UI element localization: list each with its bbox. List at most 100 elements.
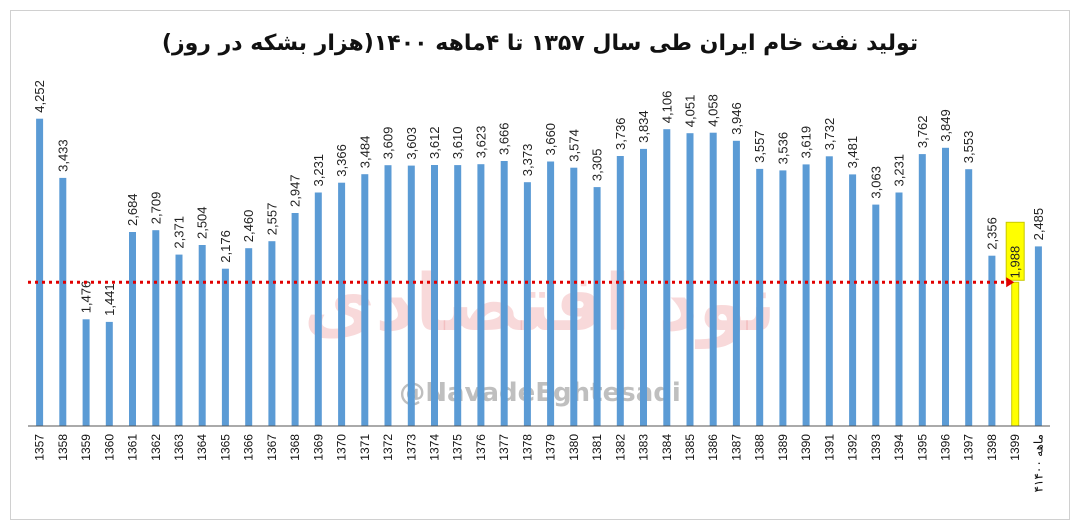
tick-label-10: 1367 [265, 434, 279, 461]
value-label-1393: 3,063 [868, 166, 883, 199]
bar-1381 [593, 187, 601, 426]
value-label-1395: 3,762 [915, 116, 930, 149]
tick-label-32: 1389 [776, 434, 790, 461]
value-label-1382: 3,736 [613, 117, 628, 150]
tick-label-25: 1382 [613, 434, 627, 461]
tick-label-40: 1397 [962, 434, 976, 461]
bar-1357 [36, 118, 44, 426]
bar-1388 [756, 168, 764, 426]
watermark-logo: نود اقتصادی [304, 259, 777, 349]
bar-1375 [454, 165, 462, 426]
tick-label-27: 1384 [660, 434, 674, 461]
bar-1363 [175, 254, 183, 426]
bar-1384 [663, 129, 671, 426]
bar-1382 [616, 156, 624, 426]
tick-label-15: 1372 [381, 434, 395, 461]
bar-1383 [640, 148, 647, 426]
tick-label-33: 1390 [799, 434, 813, 461]
tick-label-36: 1393 [869, 434, 883, 461]
value-label-1364: 2,504 [195, 206, 210, 239]
tick-label-43: ۴ماهه ۱۴۰۰ [1031, 434, 1045, 492]
tick-label-18: 1375 [451, 434, 465, 461]
value-label-1386: 4,058 [706, 94, 721, 127]
value-label-1373: 3,603 [404, 127, 419, 160]
tick-label-3: 1360 [102, 434, 116, 461]
bar-1393 [872, 204, 880, 426]
bar-1374 [431, 165, 438, 426]
tick-label-14: 1371 [358, 434, 372, 461]
value-label-۴ماهه ۱۴۰۰: 2,485 [1031, 208, 1046, 241]
value-label-1375: 3,610 [450, 127, 465, 160]
value-label-1371: 3,484 [357, 136, 372, 169]
bar-1360 [105, 321, 113, 426]
bar-1361 [129, 232, 136, 426]
tick-label-8: 1365 [218, 434, 232, 461]
bar-1378 [523, 182, 531, 426]
value-label-1357: 4,252 [32, 80, 47, 113]
bar-1362 [152, 230, 160, 426]
tick-label-20: 1377 [497, 434, 511, 461]
value-label-1363: 2,371 [172, 216, 187, 249]
reference-arrow-head [1006, 277, 1015, 288]
value-label-1372: 3,609 [381, 127, 396, 160]
value-label-1389: 3,536 [775, 132, 790, 165]
value-label-1399: 1,988 [1008, 246, 1023, 279]
value-label-1367: 2,557 [264, 203, 279, 236]
bar-1396 [942, 147, 949, 427]
tick-label-2: 1359 [79, 434, 93, 461]
value-label-1376: 3,623 [473, 126, 488, 159]
tick-label-38: 1395 [915, 434, 929, 461]
value-label-1374: 3,612 [427, 126, 442, 159]
value-label-1379: 3,660 [543, 123, 558, 156]
bar-1367 [268, 241, 276, 426]
tick-label-37: 1394 [892, 434, 906, 461]
tick-label-35: 1392 [846, 434, 860, 461]
value-label-1392: 3,481 [845, 136, 860, 169]
tick-label-26: 1383 [637, 434, 651, 461]
bar-1370 [338, 182, 346, 426]
bar-1395 [918, 154, 926, 426]
value-label-1366: 2,460 [241, 210, 256, 243]
tick-label-24: 1381 [590, 434, 604, 461]
bar-1391 [825, 156, 833, 427]
tick-label-29: 1386 [706, 434, 720, 461]
bar-1359 [82, 319, 90, 426]
bar-1390 [802, 164, 810, 426]
highlight-label-box [1005, 221, 1025, 281]
bar-1358 [59, 177, 67, 426]
bar-1364 [198, 245, 206, 426]
bar-1366 [245, 248, 253, 426]
value-label-1390: 3,619 [799, 126, 814, 159]
chart-frame [10, 10, 1070, 520]
bar-1377 [500, 161, 508, 426]
bar-1379 [547, 161, 555, 426]
value-label-1394: 3,231 [892, 154, 907, 187]
value-label-1369: 3,231 [311, 154, 326, 187]
value-label-1365: 2,176 [218, 230, 233, 263]
tick-label-23: 1380 [567, 434, 581, 461]
value-label-1370: 3,366 [334, 144, 349, 177]
bar-1369 [314, 192, 322, 426]
tick-label-11: 1368 [288, 434, 302, 461]
value-label-1396: 3,849 [938, 109, 953, 142]
bar-1399 [1011, 281, 1020, 427]
bar-1397 [965, 169, 973, 426]
value-label-1368: 2,947 [288, 174, 303, 207]
tick-label-4: 1361 [126, 434, 140, 461]
bar-1385 [686, 133, 694, 426]
x-tick-labels: 1357 1358 1359 1360 1361 1362 1363 1364 1365 1366… [33, 434, 1046, 493]
tick-label-13: 1370 [335, 434, 349, 461]
tick-label-1: 1358 [56, 434, 70, 461]
tick-label-12: 1369 [311, 434, 325, 461]
reference-line [28, 277, 1015, 288]
tick-label-7: 1364 [195, 434, 209, 461]
tick-label-6: 1363 [172, 434, 186, 461]
tick-label-41: 1398 [985, 434, 999, 461]
value-label-1378: 3,373 [520, 144, 535, 177]
value-label-1397: 3,553 [961, 131, 976, 164]
bar-1372 [384, 165, 392, 426]
tick-label-30: 1387 [729, 434, 743, 461]
value-label-1381: 3,305 [590, 149, 605, 182]
value-label-1383: 3,834 [636, 110, 651, 143]
